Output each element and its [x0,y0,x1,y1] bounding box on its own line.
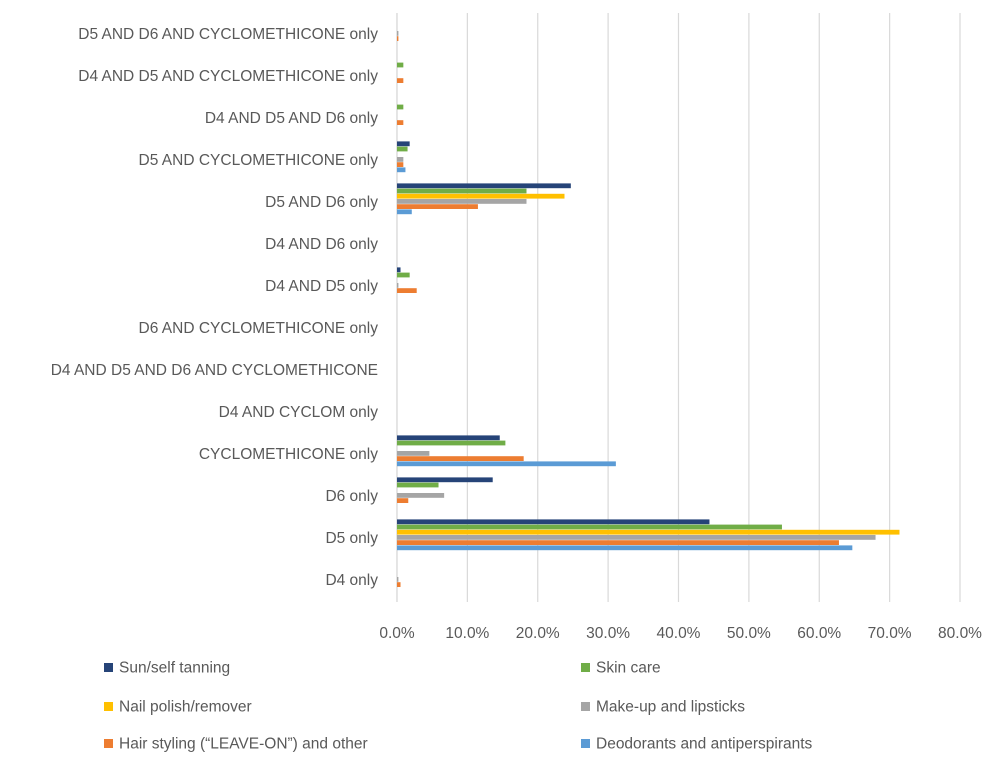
bar [397,451,430,456]
bar [397,104,404,110]
legend-label: Nail polish/remover [119,699,252,716]
legend-swatch [581,663,590,672]
legend-swatch [104,702,113,711]
bar [397,167,406,173]
x-tick-label: 0.0% [379,625,415,642]
x-tick-labels: 0.0% 10.0% 20.0% 30.0% 40.0% 50.0% 60.0% 70.0% 8… [379,625,982,642]
bar [397,193,565,199]
bar [397,524,782,530]
bar [397,493,445,498]
bar [397,162,404,167]
bar [397,78,404,83]
category-label: D6 only [325,488,378,505]
category-label: D5 AND D6 only [265,194,378,211]
bar [397,146,408,152]
x-tick-label: 80.0% [938,625,982,642]
bar [397,36,399,41]
bar [397,498,409,503]
bar [397,288,417,293]
bar [397,204,478,209]
bar [397,535,876,540]
gridlines [396,13,961,602]
category-label: D4 AND D5 AND D6 AND CYCLOMETHICONE [51,362,378,379]
bar [397,31,399,36]
legend-label: Skin care [596,660,661,677]
bar [397,272,410,278]
bar [397,577,399,582]
x-tick-label: 10.0% [445,625,489,642]
bar [397,540,839,545]
x-tick-label: 20.0% [516,625,560,642]
x-tick-label: 30.0% [586,625,630,642]
x-tick-label: 50.0% [727,625,771,642]
bar [397,283,399,288]
bar [397,157,404,162]
bars [397,31,900,587]
bar [397,456,524,461]
category-label: D5 AND D6 AND CYCLOMETHICONE only [78,26,378,43]
bar [397,141,410,147]
category-label: D4 AND D5 only [265,278,378,295]
bar [397,482,439,488]
bar [397,267,401,273]
legend-label: Sun/self tanning [119,660,230,677]
category-label: D4 AND D5 AND D6 only [205,110,378,127]
legend-label: Make-up and lipsticks [596,699,745,716]
bar [397,545,853,551]
bar [397,62,404,68]
x-tick-label: 40.0% [657,625,701,642]
bar [397,435,500,441]
bar [397,529,900,535]
category-label: D5 AND CYCLOMETHICONE only [139,152,379,169]
bar [397,188,527,194]
legend-label: Hair styling (“LEAVE-ON”) and other [119,736,368,753]
category-label: D4 AND D6 only [265,236,378,253]
legend-swatch [581,739,590,748]
category-label: D6 AND CYCLOMETHICONE only [139,320,379,337]
bar [397,582,401,587]
bar [397,199,527,204]
legend-swatch [581,702,590,711]
category-label: D5 only [325,530,378,547]
bar [397,183,571,189]
category-label: CYCLOMETHICONE only [199,446,378,463]
legend-label: Deodorants and antiperspirants [596,736,813,753]
bar [397,440,506,446]
bar [397,519,710,525]
bar [397,461,616,467]
bar [397,209,412,215]
x-tick-label: 70.0% [868,625,912,642]
legend-swatch [104,663,113,672]
category-label: D4 AND D5 AND CYCLOMETHICONE only [78,68,378,85]
legend-swatch [104,739,113,748]
bar [397,477,493,483]
category-labels: D5 AND D6 AND CYCLOMETHICONE only D4 AND … [51,26,379,589]
x-tick-label: 60.0% [797,625,841,642]
bar [397,120,404,125]
category-label: D4 AND CYCLOM only [219,404,379,421]
category-label: D4 only [325,572,378,589]
legend: Sun/self tanning Skin care Nail polish/rem… [104,660,813,753]
